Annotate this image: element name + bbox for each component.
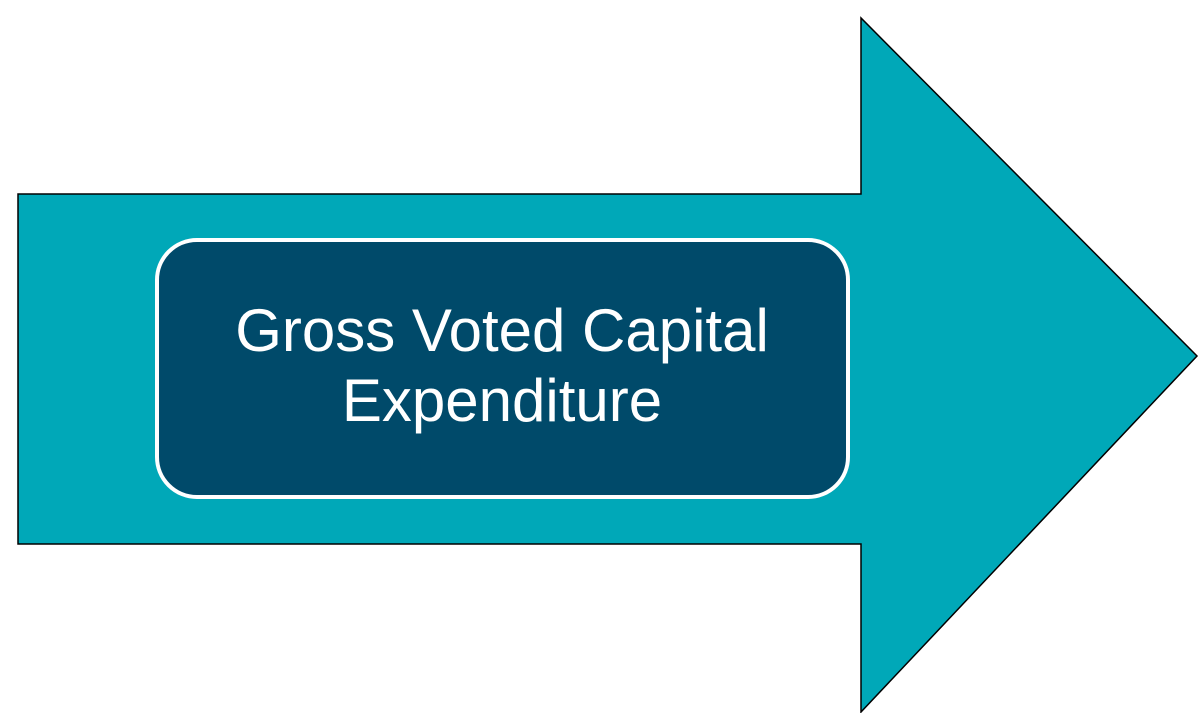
- label-line: Expenditure: [342, 367, 662, 434]
- label-line: Gross Voted Capital: [235, 297, 769, 364]
- label-box: [155, 238, 850, 499]
